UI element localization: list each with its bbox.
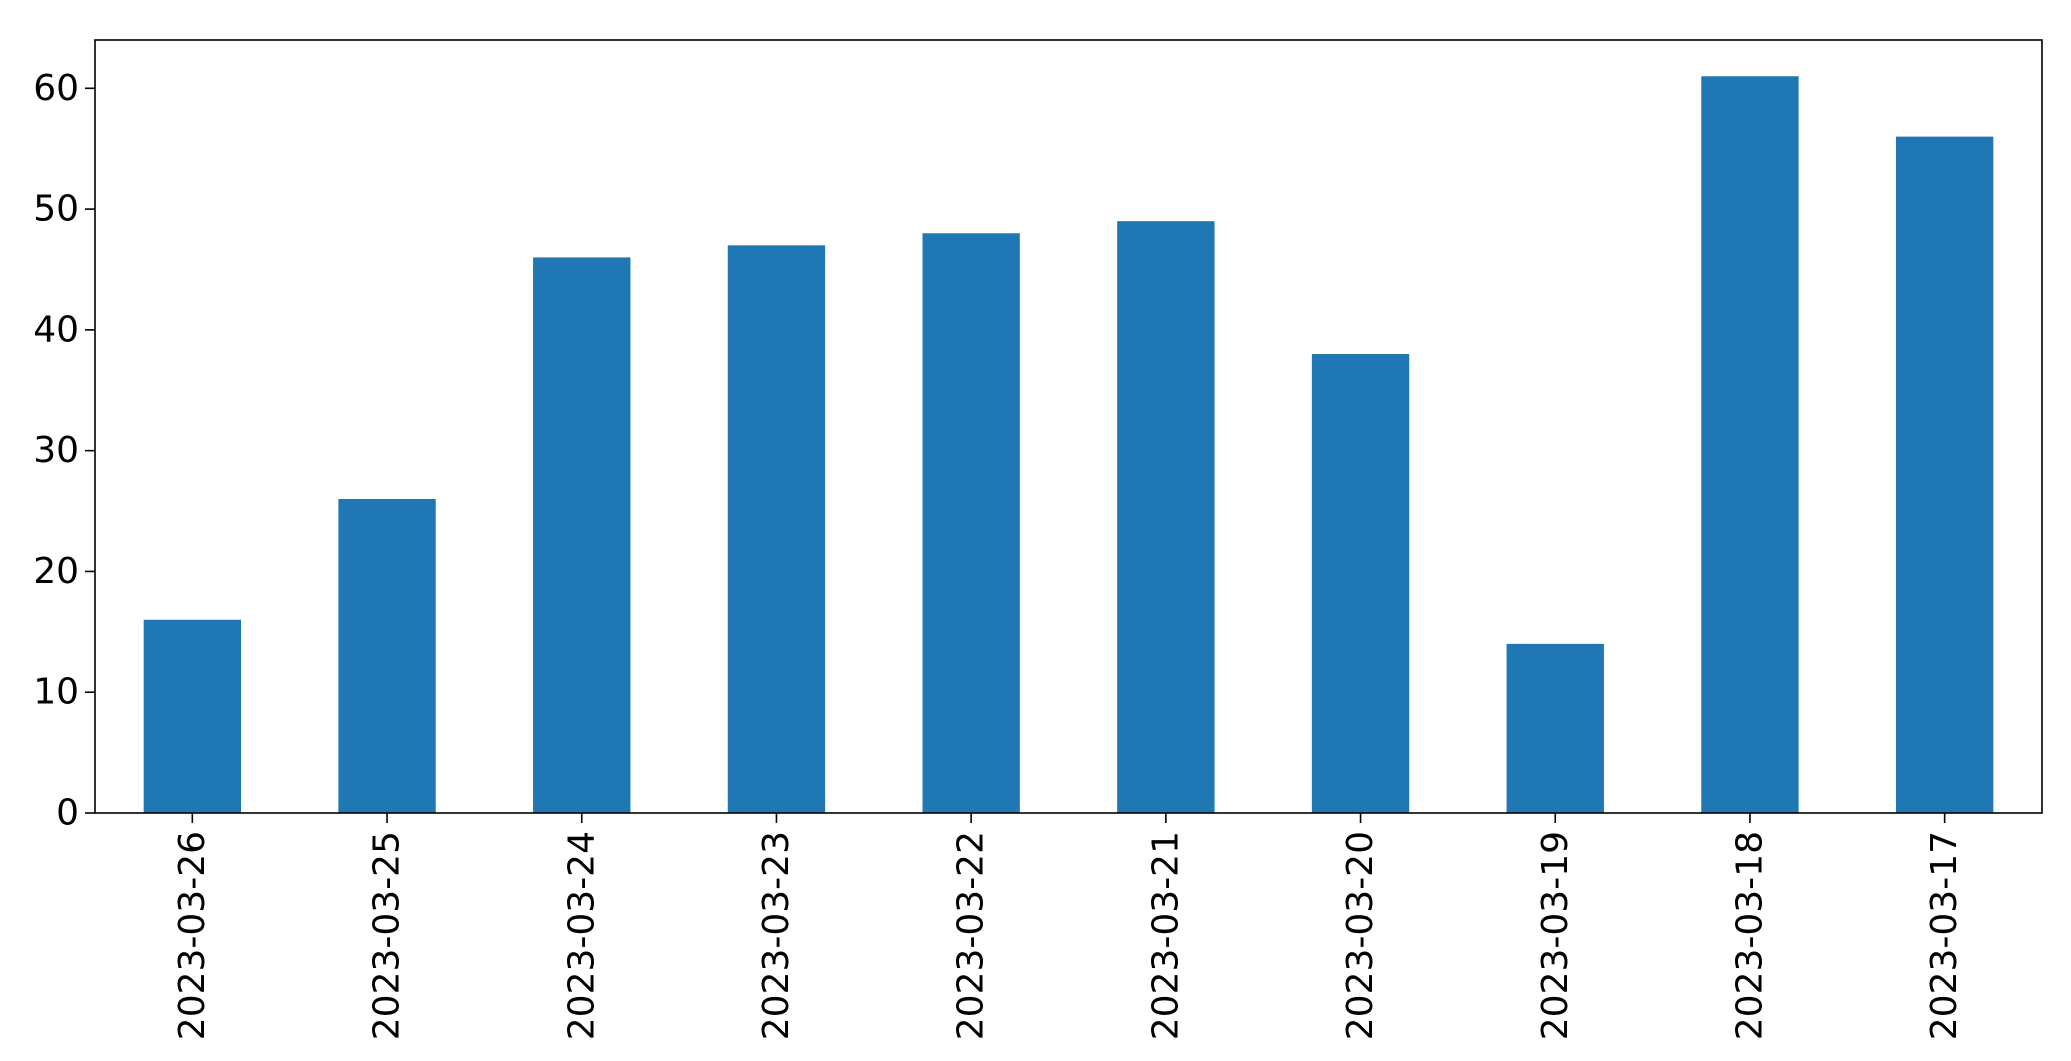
bar-2023-03-22 <box>922 233 1020 813</box>
x-tick-label: 2023-03-18 <box>1729 831 1770 1040</box>
x-tick-label: 2023-03-17 <box>1924 831 1965 1040</box>
x-tick-label: 2023-03-25 <box>367 831 408 1040</box>
y-tick-label: 10 <box>33 672 79 713</box>
bar-2023-03-26 <box>143 619 242 813</box>
x-tick-label: 2023-03-21 <box>1145 831 1186 1040</box>
y-tick-label: 20 <box>33 551 79 592</box>
plot-frame <box>94 39 2043 814</box>
x-tick-label: 2023-03-19 <box>1535 831 1576 1040</box>
bar-2023-03-24 <box>533 257 631 813</box>
x-tick-label: 2023-03-26 <box>172 831 213 1040</box>
bar-2023-03-20 <box>1311 354 1410 813</box>
y-tick-label: 60 <box>33 68 79 109</box>
y-axis: 0 10 20 30 40 50 60 <box>33 68 95 834</box>
y-tick-label: 0 <box>56 793 79 834</box>
bars-layer <box>143 76 1994 813</box>
bar-2023-03-21 <box>1117 221 1215 813</box>
bar-2023-03-18 <box>1701 76 1799 813</box>
x-tick-label: 2023-03-22 <box>951 831 992 1040</box>
bar-2023-03-25 <box>338 498 436 813</box>
bar-2023-03-19 <box>1506 643 1604 813</box>
x-tick-label: 2023-03-24 <box>561 831 602 1040</box>
bar-2023-03-17 <box>1895 136 1994 813</box>
x-axis: 2023-03-26 2023-03-25 2023-03-24 2023-03-23… <box>172 813 1965 1040</box>
bar-2023-03-23 <box>727 245 826 813</box>
y-tick-label: 30 <box>33 430 79 471</box>
y-tick-label: 40 <box>33 309 79 350</box>
y-tick-label: 50 <box>33 189 79 230</box>
x-tick-label: 2023-03-23 <box>756 831 797 1040</box>
x-tick-label: 2023-03-20 <box>1340 831 1381 1040</box>
